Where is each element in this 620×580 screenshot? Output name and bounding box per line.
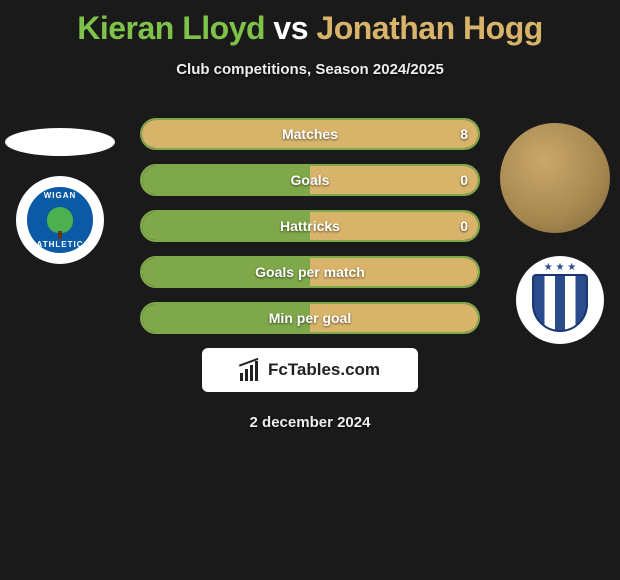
stat-value-right: 8 [460,126,468,142]
bar-right-fill [310,166,478,194]
bar-left-fill [142,166,310,194]
club-left-badge: WIGAN ATHLETIC [16,176,104,264]
page-title: Kieran Lloyd vs Jonathan Hogg [0,0,620,47]
stat-label: Min per goal [269,310,351,326]
stat-row: Goals 0 [140,164,480,196]
stat-row: Matches 8 [140,118,480,150]
wigan-text-top: WIGAN [44,191,77,200]
player-right-avatar [500,123,610,233]
date-text: 2 december 2024 [0,414,620,431]
stat-label: Goals [291,172,330,188]
stat-label: Hattricks [280,218,340,234]
stat-label: Goals per match [255,264,365,280]
stat-row: Hattricks 0 [140,210,480,242]
stat-label: Matches [282,126,338,142]
tree-icon [47,207,73,233]
brand-text: FcTables.com [268,360,380,380]
stat-bars: Matches 8 Goals 0 Hattricks 0 Goals per match M… [140,118,480,334]
player-right-name: Jonathan Hogg [316,10,542,46]
stat-value-right: 0 [460,172,468,188]
stat-row: Min per goal [140,302,480,334]
vs-text: vs [273,10,308,46]
player-left-avatar [5,128,115,156]
wigan-badge-icon: WIGAN ATHLETIC [24,184,96,256]
subtitle: Club competitions, Season 2024/2025 [0,61,620,78]
stars-icon: ★ ★ ★ [524,262,596,273]
brand-box[interactable]: FcTables.com [202,348,418,392]
stat-value-right: 0 [460,218,468,234]
wigan-text-bottom: ATHLETIC [37,240,84,249]
shield-icon [532,274,588,332]
bar-chart-icon [240,359,262,381]
huddersfield-badge-icon: ★ ★ ★ [524,264,596,336]
club-right-badge: ★ ★ ★ [516,256,604,344]
comparison-content: WIGAN ATHLETIC ★ ★ ★ Matches8Goals0Hattr… [0,118,620,431]
player-left-name: Kieran Lloyd [77,10,265,46]
stat-row: Goals per match [140,256,480,288]
